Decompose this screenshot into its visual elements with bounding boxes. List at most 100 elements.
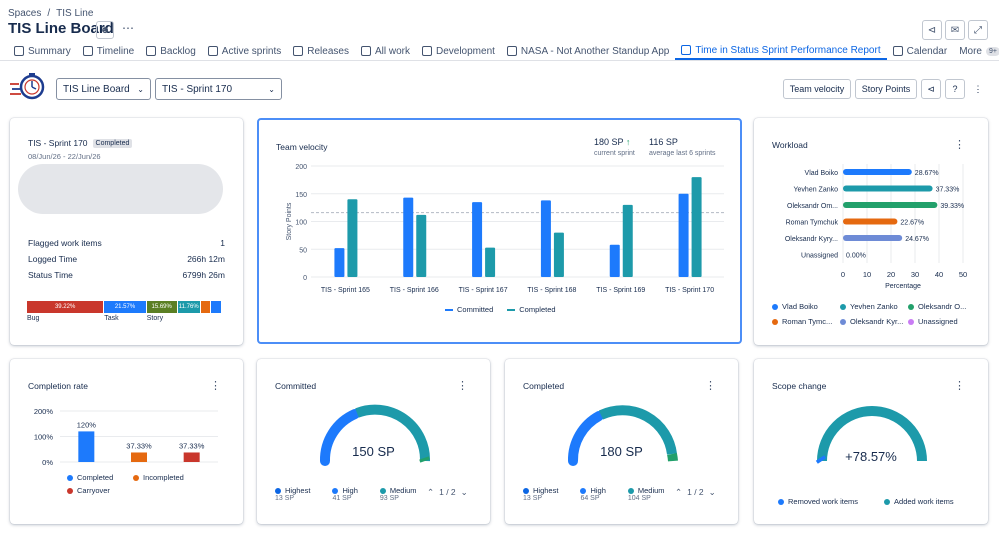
- more-actions-icon[interactable]: ⋯: [122, 21, 134, 35]
- completion-bar[interactable]: [131, 452, 147, 462]
- tab-active-sprints[interactable]: Active sprints: [202, 42, 287, 60]
- kebab-icon[interactable]: ⋮: [705, 380, 716, 392]
- board-select[interactable]: TIS Line Board ⌄: [56, 78, 151, 100]
- tab-releases[interactable]: Releases: [287, 42, 355, 60]
- legend-label: High: [342, 486, 358, 495]
- bar-completed[interactable]: [485, 247, 496, 277]
- team-velocity-button[interactable]: Team velocity: [783, 79, 851, 99]
- bar-committed[interactable]: [678, 193, 689, 277]
- tab-more[interactable]: More 9+: [953, 42, 999, 60]
- chevron-down-icon[interactable]: ⌄: [708, 487, 716, 497]
- committed-legend: Highest 13 SP High 41 SP Medium 93 SP: [275, 486, 417, 502]
- calendar-icon: [892, 46, 903, 56]
- legend-dot: [884, 498, 891, 505]
- velocity-title: Team velocity: [276, 142, 328, 152]
- chevron-up-icon[interactable]: ⌃: [675, 487, 683, 497]
- tab-calendar[interactable]: Calendar: [887, 42, 954, 60]
- workload-title: Workload: [772, 140, 808, 150]
- sprint-select[interactable]: TIS - Sprint 170 ⌄: [155, 78, 282, 100]
- tab-nasa-not-another-standup-app[interactable]: NASA - Not Another Standup App: [501, 42, 675, 60]
- feedback-button[interactable]: ✉: [945, 20, 965, 40]
- legend-dot: [275, 487, 281, 494]
- issue-type-segment[interactable]: 15.69%: [146, 301, 178, 313]
- issue-type-segment[interactable]: 39.22%: [27, 301, 105, 313]
- workload-bar[interactable]: [843, 202, 938, 208]
- legend-item: Oleksandr O...: [908, 302, 976, 311]
- y-tick-label: 100: [295, 220, 307, 227]
- x-tick-label: TIS - Sprint 168: [527, 287, 576, 294]
- kebab-icon[interactable]: ⋮: [954, 139, 965, 151]
- team-velocity-card[interactable]: Team velocity 180 SP ↑ current sprint 11…: [257, 118, 742, 344]
- share-icon: ⊲: [927, 24, 937, 36]
- scope-gauge: [815, 406, 927, 464]
- scope-legend: Removed work items Added work items: [778, 497, 954, 506]
- tab-backlog[interactable]: Backlog: [140, 42, 202, 60]
- more-options-button[interactable]: ⋮: [969, 79, 987, 99]
- chevron-down-icon: ⌄: [137, 84, 144, 94]
- legend-dot: [908, 318, 914, 325]
- share-button[interactable]: ⊲: [922, 20, 942, 40]
- breadcrumb-project[interactable]: TIS Line: [56, 8, 94, 19]
- legend-dot: [133, 474, 139, 481]
- completed-legend: Highest 13 SP High 64 SP Medium 104 SP: [523, 486, 665, 502]
- breadcrumb: Spaces / TIS Line: [8, 8, 93, 19]
- legend-medium: Medium 104 SP: [627, 486, 665, 502]
- story-points-button[interactable]: Story Points: [855, 79, 917, 99]
- y-tick-label: 100%: [34, 433, 54, 442]
- workload-bar[interactable]: [843, 235, 903, 241]
- committed-title: Committed: [275, 381, 317, 391]
- legend-label: High: [590, 486, 606, 495]
- completion-bar[interactable]: [183, 452, 200, 462]
- add-people-button[interactable]: ☻: [96, 21, 114, 39]
- tab-timeline[interactable]: Timeline: [77, 42, 140, 60]
- bar-committed[interactable]: [609, 244, 620, 277]
- legend-label: Completed: [77, 473, 114, 482]
- kebab-icon[interactable]: ⋮: [457, 380, 468, 392]
- chevron-up-icon[interactable]: ⌃: [427, 487, 435, 497]
- share-report-button[interactable]: ⊲: [921, 79, 941, 99]
- legend-dot: [523, 487, 529, 494]
- completion-bar[interactable]: [78, 431, 95, 462]
- chevron-down-icon[interactable]: ⌄: [460, 487, 468, 497]
- legend-label: Completed: [519, 305, 556, 314]
- kebab-icon[interactable]: ⋮: [210, 380, 221, 392]
- help-button[interactable]: ?: [945, 79, 965, 99]
- issue-type-segment[interactable]: [210, 301, 223, 313]
- tab-label: Backlog: [160, 45, 196, 57]
- sprint-name: TIS - Sprint 170: [28, 138, 88, 148]
- code-icon: [421, 46, 432, 56]
- bar-committed[interactable]: [472, 202, 483, 277]
- current-sprint-sp-value: 180 SP: [594, 137, 624, 147]
- velocity-legend: Committed Completed: [445, 305, 556, 314]
- gauge-other: [419, 456, 430, 463]
- bar-completed[interactable]: [347, 199, 358, 277]
- workload-card: Workload ⋮ 0 10 20 30 40 50 Percentage Vlad Boi…: [754, 118, 988, 345]
- issue-type-segment[interactable]: [200, 301, 211, 313]
- legend-sp: 93 SP: [379, 495, 399, 502]
- workload-bar[interactable]: [843, 218, 898, 225]
- bar-completed[interactable]: [553, 232, 564, 277]
- bar-completed[interactable]: [622, 204, 633, 277]
- gauge-high: [568, 411, 604, 466]
- tab-time-in-status-sprint-performance-report[interactable]: Time in Status Sprint Performance Report: [675, 42, 887, 60]
- issue-type-segment[interactable]: 21.57%: [104, 301, 147, 313]
- kebab-icon[interactable]: ⋮: [954, 380, 965, 392]
- bar-completed[interactable]: [416, 214, 427, 277]
- issue-type-segment[interactable]: 11.76%: [177, 301, 201, 313]
- bar-committed[interactable]: [334, 248, 345, 277]
- bar-committed[interactable]: [540, 200, 551, 277]
- workload-bar[interactable]: [843, 185, 933, 192]
- bar-value-label: 37.33%: [179, 441, 205, 450]
- tab-development[interactable]: Development: [416, 42, 501, 60]
- fullscreen-button[interactable]: ⤢: [968, 20, 988, 40]
- bar-committed[interactable]: [403, 197, 414, 277]
- tab-all-work[interactable]: All work: [355, 42, 416, 60]
- tab-summary[interactable]: Summary: [8, 42, 77, 60]
- workload-bar[interactable]: [843, 169, 912, 175]
- stat-label: Logged Time: [28, 254, 78, 264]
- legend-sp: 41 SP: [332, 495, 352, 502]
- breadcrumb-spaces[interactable]: Spaces: [8, 8, 42, 19]
- bar-completed[interactable]: [691, 177, 702, 277]
- x-tick-label: 20: [887, 270, 895, 279]
- issue-type-labels: Bug Task Story: [27, 315, 224, 325]
